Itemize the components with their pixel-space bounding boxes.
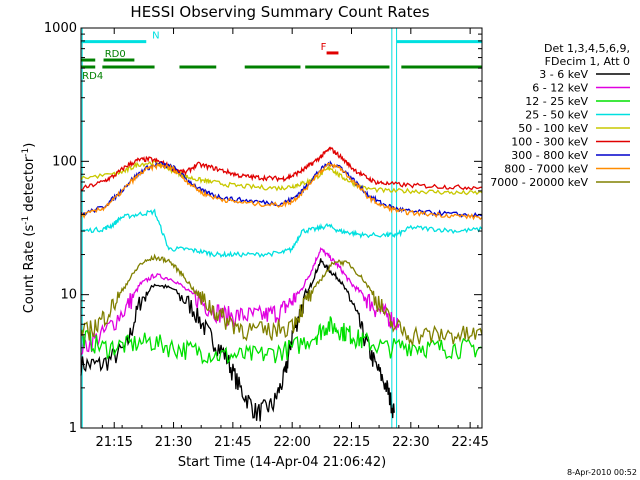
legend-entry-label: 300 - 800 keV xyxy=(511,149,588,162)
data-gaps xyxy=(80,28,398,428)
legend-header-line-2: FDecim 1, Att 0 xyxy=(545,55,630,68)
series-line xyxy=(80,159,483,196)
y-axis-label: Count Rate (s-1 detector-1) xyxy=(21,143,37,314)
x-tick-label: 22:30 xyxy=(392,435,429,450)
y-axis-label-suffix: ) xyxy=(22,143,37,148)
x-tick-label: 22:00 xyxy=(273,435,310,450)
legend-entry-label: 50 - 100 keV xyxy=(518,122,588,135)
legend-entry-label: 12 - 25 keV xyxy=(525,95,588,108)
y-axis-label-mid: detector xyxy=(22,156,37,216)
x-tick-label: 21:15 xyxy=(95,435,132,450)
legend-entry-label: 3 - 6 keV xyxy=(539,68,588,81)
legend-entry-label: 100 - 300 keV xyxy=(511,136,588,149)
y-axis-label-prefix: Count Rate (s xyxy=(22,225,37,314)
series-line xyxy=(80,246,400,356)
plot-frame xyxy=(80,27,483,429)
y-tick-label: 1 xyxy=(69,421,77,436)
series-line xyxy=(80,208,483,259)
legend-entry-label: 800 - 7000 keV xyxy=(504,163,588,176)
x-tick-label: 21:30 xyxy=(155,435,192,450)
y-axis-label-sup1: -1 xyxy=(21,216,31,225)
series-line xyxy=(80,316,483,365)
flag-label: F xyxy=(321,42,327,53)
y-tick-label: 100 xyxy=(52,154,77,169)
chart-title: HESSI Observing Summary Count Rates xyxy=(130,3,429,21)
series-layer xyxy=(80,146,483,422)
series-line xyxy=(80,253,483,346)
x-axis: 21:15 21:30 21:45 22:00 22:15 22:30 22:45 xyxy=(95,28,489,450)
series-line xyxy=(80,258,395,422)
y-tick-label: 10 xyxy=(60,288,77,303)
series-line xyxy=(80,146,483,191)
flag-label: RD0 xyxy=(105,49,126,60)
x-axis-label: Start Time (14-Apr-04 21:06:42) xyxy=(178,455,386,470)
y-tick-label: 1000 xyxy=(44,21,77,36)
y-axis: 1 10 100 1000 xyxy=(44,21,482,436)
legend-entry-label: 6 - 12 keV xyxy=(532,82,588,95)
legend-header-line-1: Det 1,3,4,5,6,9, xyxy=(544,42,630,55)
legend: Det 1,3,4,5,6,9, FDecim 1, Att 0 3 - 6 k… xyxy=(490,42,630,189)
flag-label: RD4 xyxy=(82,71,103,82)
legend-entry-label: 7000 - 20000 keV xyxy=(490,176,588,189)
flag-label: N xyxy=(152,31,159,42)
timestamp: 8-Apr-2010 00:52 xyxy=(567,468,637,477)
x-tick-label: 22:45 xyxy=(451,435,488,450)
y-axis-label-sup2: -1 xyxy=(21,148,31,157)
x-tick-label: 22:15 xyxy=(333,435,370,450)
series-line xyxy=(80,162,483,221)
x-tick-label: 21:45 xyxy=(214,435,251,450)
legend-entry-label: 25 - 50 keV xyxy=(525,109,588,122)
